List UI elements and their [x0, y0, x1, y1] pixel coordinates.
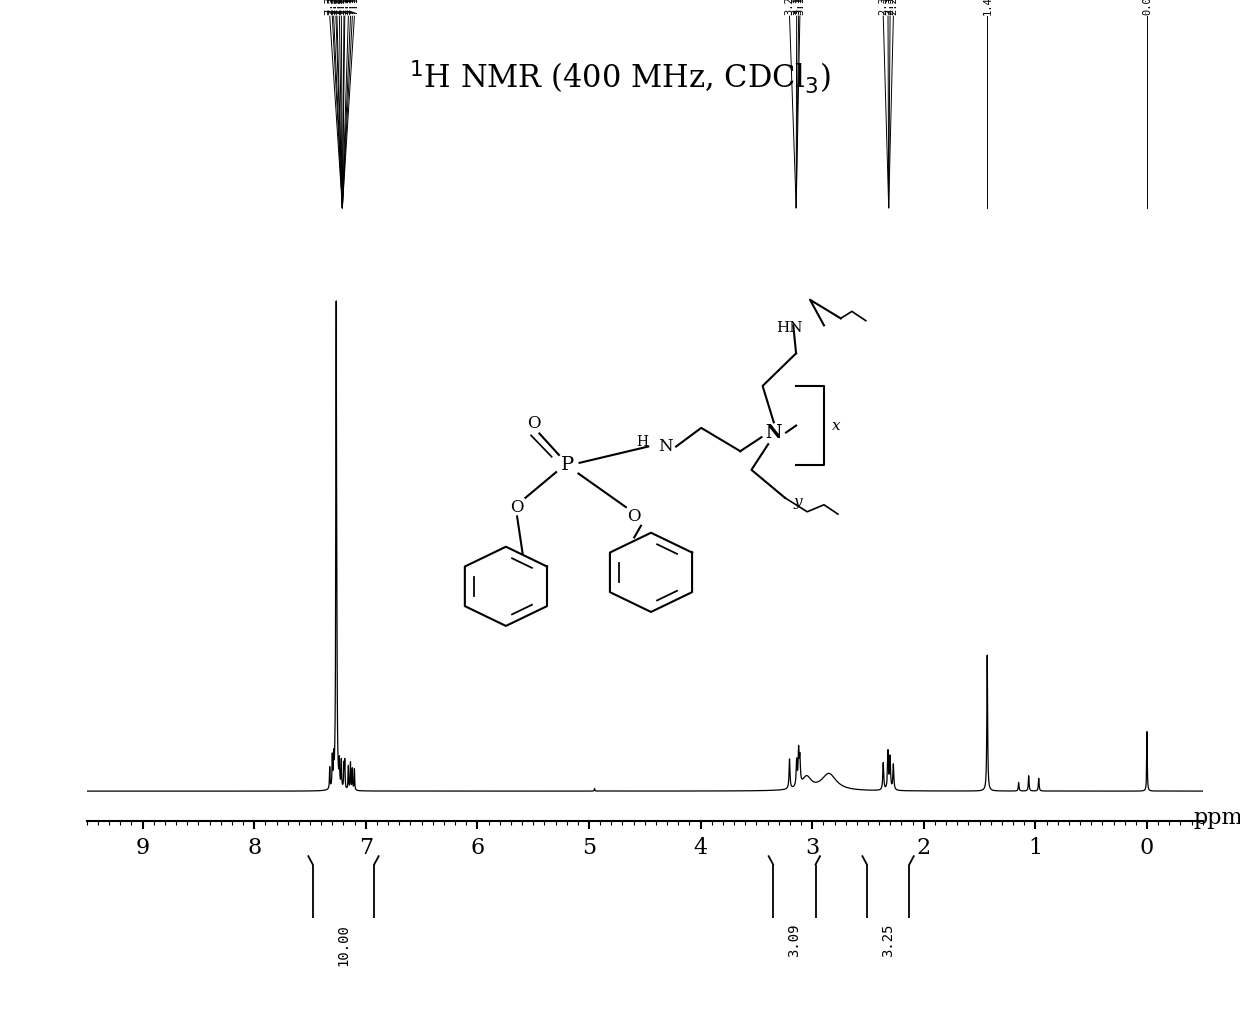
Text: 3.25: 3.25	[882, 924, 895, 957]
Text: 7.1204: 7.1204	[347, 0, 357, 15]
Text: H: H	[636, 435, 649, 449]
Text: $^{1}$H NMR (400 MHz, CDCl$_{3}$): $^{1}$H NMR (400 MHz, CDCl$_{3}$)	[409, 59, 831, 96]
Text: 7.2678: 7.2678	[331, 0, 341, 15]
Text: 3.09: 3.09	[787, 924, 801, 957]
Text: O: O	[527, 414, 541, 432]
Text: O: O	[627, 508, 641, 525]
Text: 7.1957: 7.1957	[339, 0, 348, 15]
Text: 7.2366: 7.2366	[335, 0, 345, 15]
Text: 3.2031: 3.2031	[785, 0, 795, 15]
Text: 7.2881: 7.2881	[329, 0, 339, 15]
Text: 2.3021: 2.3021	[885, 0, 895, 15]
Text: O: O	[511, 498, 523, 516]
Text: 7.3230: 7.3230	[325, 0, 335, 15]
Text: N: N	[765, 423, 782, 442]
Text: HN: HN	[776, 321, 804, 334]
Text: 7.2586: 7.2586	[332, 0, 342, 15]
Text: 2.3207: 2.3207	[883, 0, 893, 15]
Text: P: P	[560, 456, 574, 474]
Text: 3.1216: 3.1216	[794, 0, 804, 15]
Text: 2.3633: 2.3633	[878, 0, 888, 15]
Text: 7.1882: 7.1882	[340, 0, 350, 15]
Text: y: y	[794, 495, 802, 510]
Text: x: x	[832, 418, 841, 433]
Text: 7.1020: 7.1020	[350, 0, 360, 15]
Text: 7.1561: 7.1561	[343, 0, 353, 15]
Text: 2.2726: 2.2726	[888, 0, 898, 15]
Text: ppm: ppm	[1194, 807, 1240, 829]
Text: 1.4316: 1.4316	[982, 0, 992, 15]
Text: 3.1103: 3.1103	[795, 0, 805, 15]
Text: 7.3002: 7.3002	[327, 0, 337, 15]
Text: 3.1392: 3.1392	[791, 0, 802, 15]
Text: 7.2190: 7.2190	[336, 0, 346, 15]
Text: 0.0000: 0.0000	[1142, 0, 1152, 15]
Text: 7.1372: 7.1372	[346, 0, 356, 15]
Text: 10.00: 10.00	[336, 924, 351, 965]
Text: N: N	[657, 438, 672, 455]
